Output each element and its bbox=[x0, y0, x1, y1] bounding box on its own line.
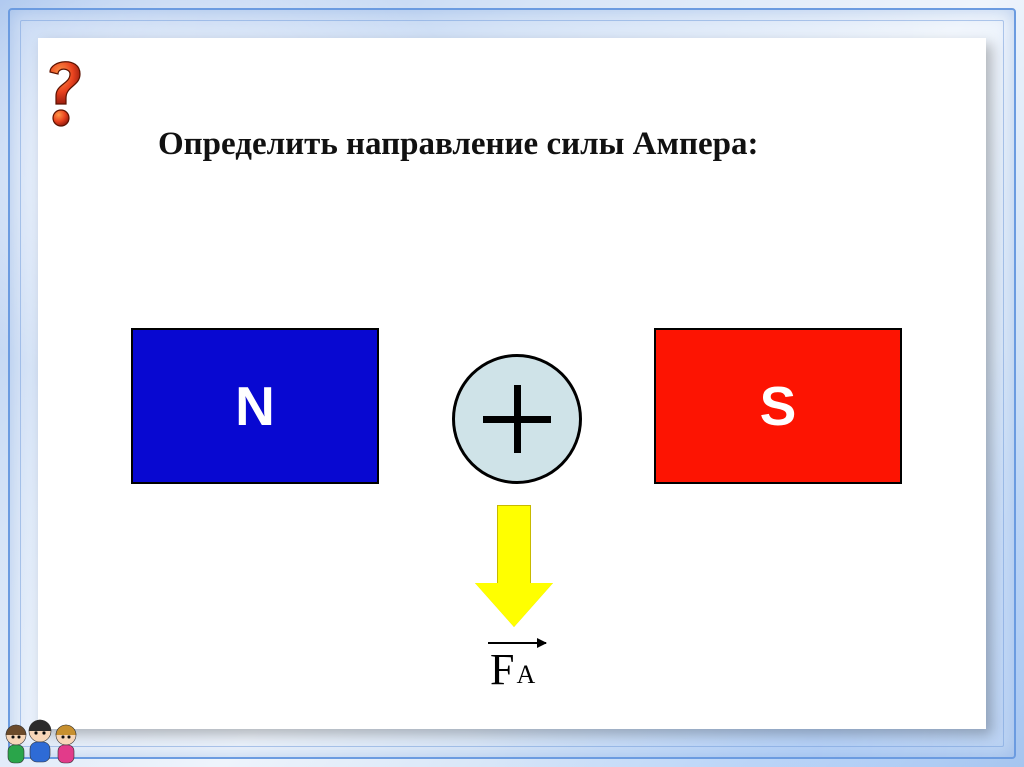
force-subscript: A bbox=[516, 662, 535, 688]
arrow-head-icon bbox=[475, 583, 553, 627]
slide-background: Определить направление силы Ампера: N S … bbox=[0, 0, 1024, 767]
current-into-page-icon bbox=[483, 385, 551, 453]
arrow-shaft bbox=[497, 505, 531, 584]
slide-title: Определить направление силы Ампера: bbox=[158, 126, 946, 163]
force-arrow bbox=[475, 505, 553, 627]
force-label: F A bbox=[490, 648, 535, 692]
magnet-pole-north: N bbox=[131, 328, 379, 484]
diagram-stage: Определить направление силы Ампера: N S … bbox=[38, 38, 986, 729]
current-wire-cross-section bbox=[452, 354, 582, 484]
north-label: N bbox=[235, 374, 275, 438]
vector-bar-icon bbox=[488, 642, 546, 644]
south-label: S bbox=[760, 374, 797, 438]
force-letter: F bbox=[490, 648, 514, 692]
magnet-pole-south: S bbox=[654, 328, 902, 484]
